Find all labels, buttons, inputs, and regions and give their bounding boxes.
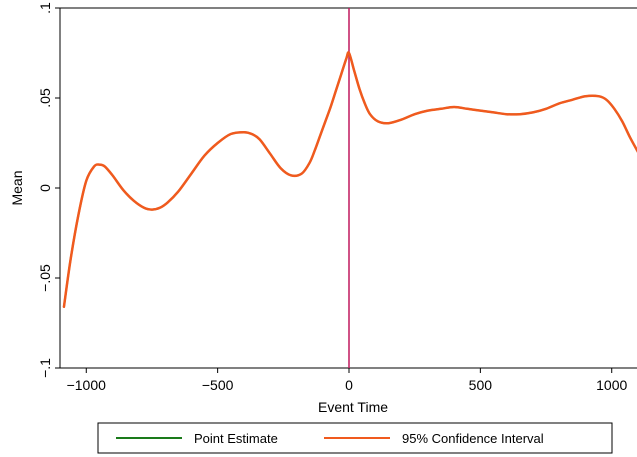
x-tick-label: 0 [345, 377, 353, 393]
legend-label-1: Point Estimate [194, 431, 278, 446]
y-axis-title: Mean [9, 170, 25, 205]
x-tick-label: −1000 [67, 377, 107, 393]
y-tick-label: .1 [37, 2, 53, 14]
y-tick-label: −.05 [37, 264, 53, 292]
x-tick-label: 500 [469, 377, 493, 393]
y-tick-label: −.1 [37, 358, 53, 378]
x-tick-label: −500 [202, 377, 234, 393]
x-axis-title: Event Time [318, 399, 388, 415]
series-line-2 [62, 51, 637, 309]
y-tick-label: .05 [37, 88, 53, 108]
x-tick-label: 1000 [596, 377, 627, 393]
x-axis: −1000 −500 0 500 1000 [67, 368, 628, 393]
legend: Point Estimate 95% Confidence Interval [97, 422, 613, 454]
series-layer [62, 51, 637, 309]
y-axis: −.1 −.05 0 .05 .1 [37, 2, 60, 378]
series-line-1 [62, 51, 637, 308]
legend-label-2: 95% Confidence Interval [402, 431, 544, 446]
y-tick-label: 0 [37, 184, 53, 192]
